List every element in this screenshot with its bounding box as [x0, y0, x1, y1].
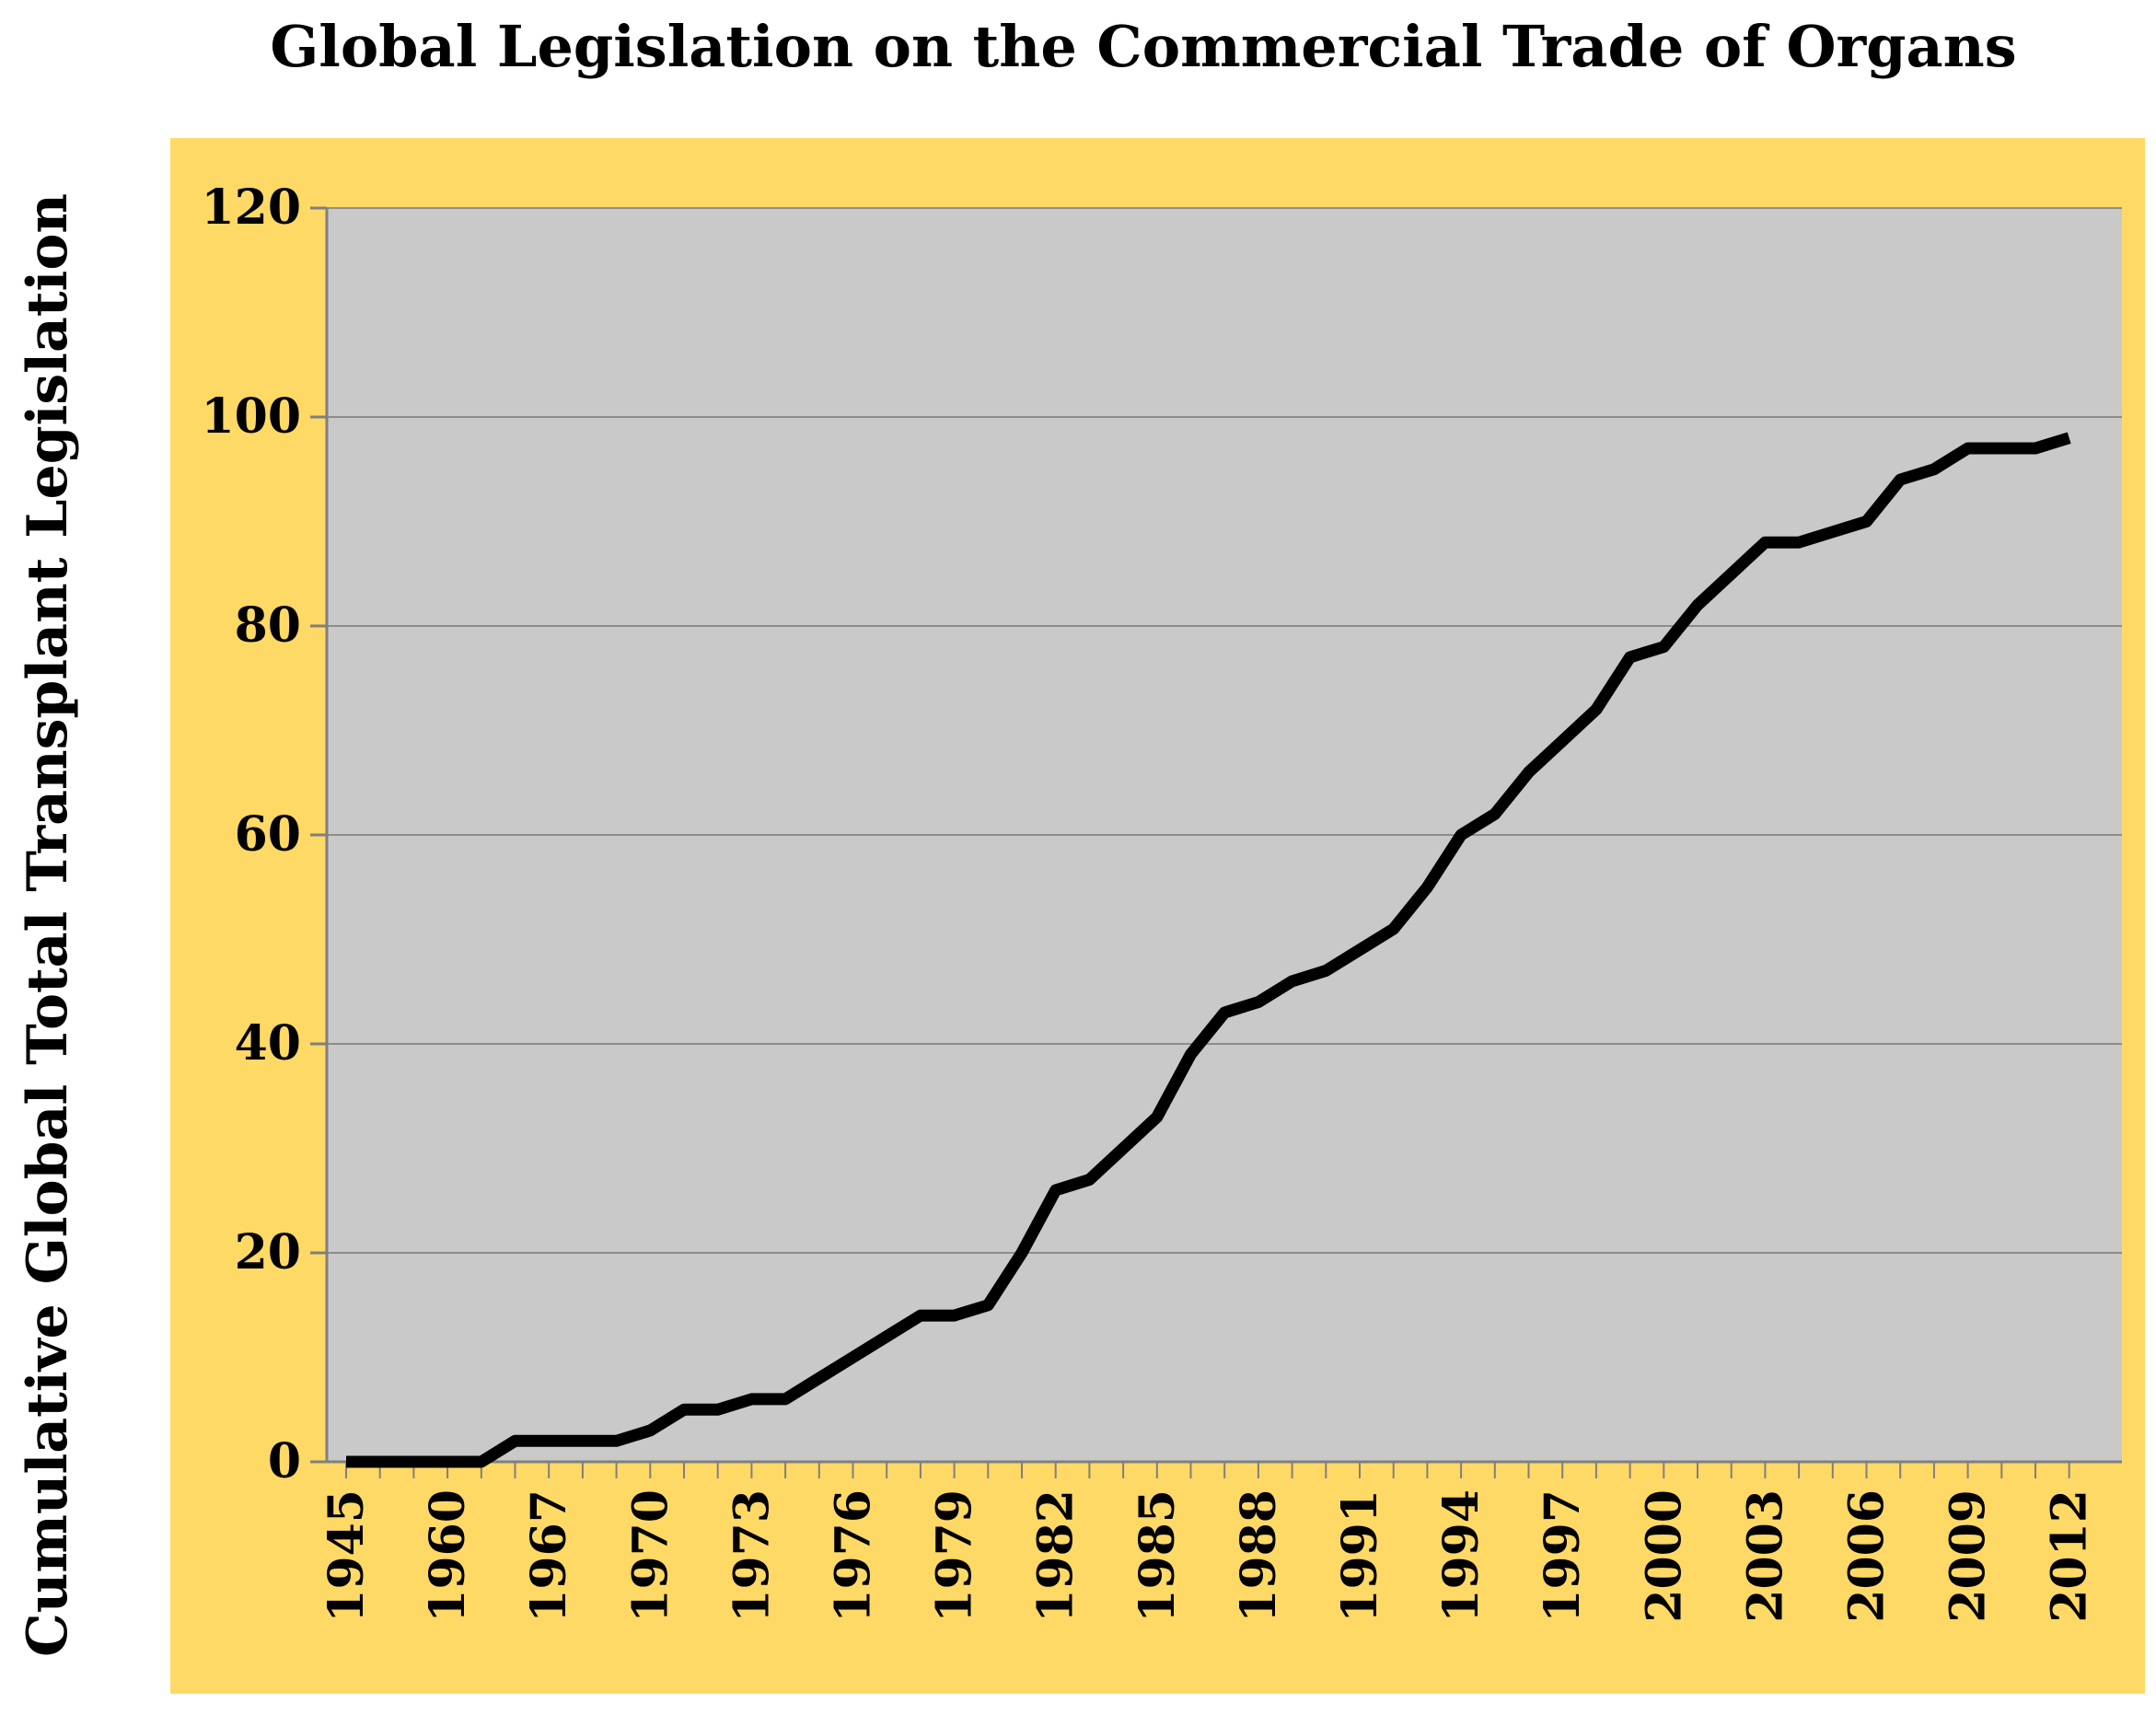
x-tick-label-2006: 2006 [1839, 1489, 1895, 1623]
data-point-1982 [1016, 1247, 1027, 1258]
series-line [346, 432, 2071, 1468]
data-point-1978 [881, 1331, 892, 1342]
data-point-1984 [1084, 1175, 1095, 1186]
y-tick-label-100: 100 [201, 388, 301, 445]
y-tick-label-60: 60 [235, 806, 301, 863]
data-point-2010 [1963, 443, 1974, 454]
x-tick-label-1945: 1945 [319, 1489, 375, 1623]
y-tick-label-80: 80 [235, 597, 301, 654]
data-point-1976 [814, 1373, 825, 1384]
x-tick-label-1994: 1994 [1433, 1489, 1489, 1623]
x-tick-label-2012: 2012 [2042, 1489, 2098, 1623]
data-point-1995 [1455, 829, 1466, 840]
data-point-1960 [408, 1456, 419, 1467]
data-point-1999 [1591, 704, 1602, 715]
data-point-1998 [1557, 736, 1568, 747]
data-point-1969 [577, 1435, 588, 1446]
data-point-1988 [1219, 1007, 1230, 1018]
data-point-2004 [1759, 537, 1770, 548]
data-point-1977 [848, 1352, 859, 1363]
data-point-1973 [713, 1404, 724, 1415]
data-point-1979 [915, 1310, 926, 1321]
x-tick-label-2000: 2000 [1636, 1489, 1692, 1623]
data-point-1987 [1186, 1048, 1197, 1060]
data-point-1993 [1388, 923, 1399, 934]
data-point-1997 [1524, 767, 1535, 778]
y-tick-label-120: 120 [201, 180, 301, 236]
data-point-1945 [341, 1456, 352, 1467]
data-point-1981 [982, 1300, 993, 1311]
data-point-2011 [1996, 443, 2007, 454]
x-tick-label-1985: 1985 [1130, 1489, 1186, 1623]
data-point-1970 [611, 1435, 622, 1446]
data-point-2000 [1625, 652, 1636, 663]
data-point-1996 [1489, 808, 1501, 819]
x-tick-label-1988: 1988 [1231, 1489, 1287, 1623]
series-layer [341, 432, 2075, 1468]
data-point-1962 [442, 1456, 453, 1467]
data-point-1986 [1152, 1112, 1163, 1123]
x-tick-label-1967: 1967 [521, 1489, 577, 1623]
data-point-1983 [1050, 1185, 1061, 1196]
data-point-1985 [1118, 1143, 1129, 1154]
data-point-2008 [1895, 474, 1906, 485]
y-tick-label-40: 40 [235, 1015, 301, 1072]
data-point-1989 [1253, 997, 1264, 1008]
x-tick-label-1973: 1973 [724, 1489, 780, 1623]
x-tick-label-1976: 1976 [826, 1489, 882, 1623]
x-tick-label-1991: 1991 [1332, 1489, 1388, 1623]
data-point-2009 [1929, 464, 1940, 475]
data-point-2007 [1861, 516, 1872, 527]
data-point-1994 [1421, 882, 1432, 893]
data-point-1974 [746, 1394, 757, 1405]
x-tick-label-1960: 1960 [420, 1489, 476, 1623]
data-point-1990 [1287, 976, 1298, 987]
data-point-2005 [1793, 537, 1804, 548]
data-point-2006 [1827, 527, 1838, 538]
y-tick-label-20: 20 [235, 1224, 301, 1280]
x-tick-label-2009: 2009 [1941, 1489, 1997, 1623]
data-point-2001 [1658, 642, 1669, 653]
y-axis-label: Cumulative Global Total Transplant Legis… [16, 193, 80, 1657]
x-tick-label-1970: 1970 [622, 1489, 678, 1623]
y-tick-labels: 0 20 40 60 80 100 120 [201, 180, 301, 1489]
data-point-2002 [1692, 599, 1703, 610]
data-point-1971 [644, 1425, 655, 1436]
grid-lines [327, 207, 2122, 1254]
data-point-1975 [780, 1394, 791, 1405]
x-tick-label-1979: 1979 [927, 1489, 983, 1623]
x-tick-labels: 1945 1960 1967 1970 1973 1976 1979 1982 1985 1988… [319, 1489, 2098, 1623]
y-tick-label-0: 0 [268, 1433, 301, 1489]
data-point-2013 [2064, 433, 2075, 444]
chart-title: Global Legislation on the Commercial Tra… [270, 13, 2016, 80]
x-tick-label-2003: 2003 [1737, 1489, 1793, 1623]
data-point-1992 [1354, 944, 1365, 956]
x-tick-label-1997: 1997 [1535, 1489, 1591, 1623]
axes [310, 206, 2122, 1478]
data-point-1991 [1320, 966, 1331, 977]
data-point-1972 [678, 1404, 690, 1415]
data-point-2003 [1726, 568, 1737, 579]
data-point-1967 [510, 1435, 521, 1446]
data-point-1958 [375, 1456, 386, 1467]
data-point-2012 [2030, 443, 2041, 454]
data-point-1965 [476, 1456, 487, 1467]
data-point-1968 [543, 1435, 554, 1446]
data-point-1980 [949, 1310, 960, 1321]
x-tick-label-1982: 1982 [1028, 1489, 1084, 1623]
